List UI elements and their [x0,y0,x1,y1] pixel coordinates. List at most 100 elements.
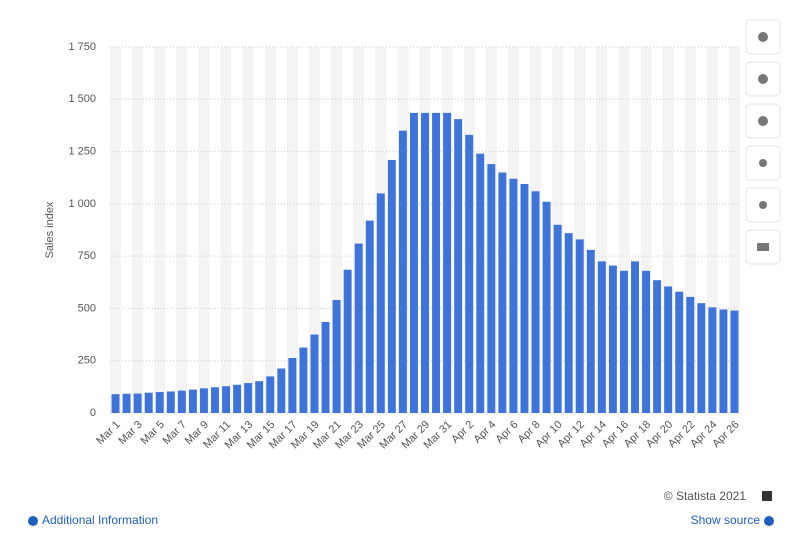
info-icon [28,516,38,526]
bar [443,112,452,413]
band [242,47,254,413]
bar [597,261,606,413]
y-tick-label: 1 750 [68,41,96,53]
bar [675,291,684,413]
bar [111,394,120,413]
bar [697,303,706,413]
y-axis-label: Sales index [44,201,56,258]
bar [299,347,308,413]
bar [365,220,374,413]
y-tick-label: 250 [78,355,96,367]
bar [343,269,352,413]
bar [255,381,264,413]
icon [758,116,768,126]
band [198,47,210,413]
bar [686,296,695,413]
bar [188,389,197,413]
bar [586,249,595,413]
bar [730,310,739,413]
flag-icon [762,491,772,501]
bar [133,393,142,413]
bar [244,383,253,413]
bar [398,130,407,413]
bar [719,309,728,413]
band [331,47,343,413]
bar [211,387,219,413]
bar [664,286,673,413]
bar [387,159,396,413]
y-tick-label: 500 [78,302,96,314]
credit: © Statista 2021 [664,489,747,503]
bar [531,191,540,413]
bar [575,239,584,413]
icon [759,201,767,209]
band [308,47,320,413]
bar [631,261,639,413]
band [728,47,740,413]
additional-information-link[interactable]: Additional Information [42,513,158,527]
band [574,47,586,413]
bar [708,307,717,413]
bar [642,270,651,413]
bar [520,183,529,413]
bar [166,391,175,413]
bar [619,270,628,413]
bar [564,233,573,413]
band [286,47,298,413]
bar [288,357,297,413]
bar [487,164,496,413]
bar [498,172,507,413]
bar [310,334,319,413]
bar [122,393,131,413]
bar [454,119,463,413]
bar [321,322,330,413]
bar [542,201,551,413]
band [640,47,652,413]
icon [757,243,769,251]
band [706,47,718,413]
y-tick-label: 750 [78,250,96,262]
bar [476,153,485,414]
bar [432,112,441,413]
y-tick-label: 1 000 [68,198,96,210]
show-source-link[interactable]: Show source [691,513,761,527]
y-tick-label: 1 250 [68,145,96,157]
band [353,47,365,413]
y-tick-label: 1 500 [68,93,96,105]
band [220,47,232,413]
icon [758,74,768,84]
bar [266,376,275,413]
bar [376,193,385,413]
bar [354,243,363,413]
bar [409,112,418,413]
band [264,47,276,413]
bar [144,392,153,413]
band [618,47,630,413]
band [110,47,122,413]
band [596,47,608,413]
bar [509,178,518,413]
y-tick-label: 0 [90,407,96,419]
bar [553,224,562,413]
bar [277,368,286,413]
bar [421,112,429,413]
bar [608,265,617,413]
info-icon [764,516,774,526]
band [662,47,674,413]
band [684,47,696,413]
bar [177,390,186,413]
band [176,47,188,413]
bar [653,280,662,413]
bar [155,392,164,413]
band [132,47,144,413]
icon [758,32,768,42]
icon [759,159,767,167]
side-buttons[interactable] [745,19,781,265]
band [154,47,166,413]
bar [465,134,474,413]
bar [233,384,242,413]
bar [222,386,231,413]
bar [332,300,341,413]
bar [199,388,208,413]
